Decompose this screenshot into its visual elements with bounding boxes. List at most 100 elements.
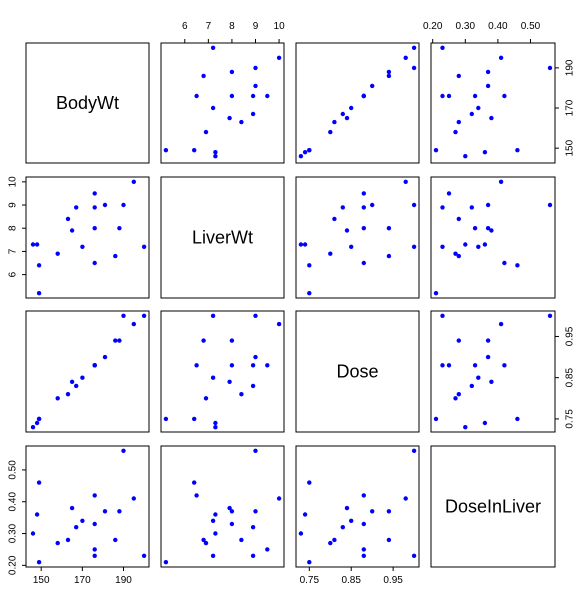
point-15 [476,245,480,249]
point-13 [434,291,438,295]
panel-frame [296,177,419,298]
point-16 [201,538,205,542]
panel-LiverWt-vs-DoseInLiver [431,177,555,298]
point-7 [387,509,391,513]
x-axis-Dose: 0.75 0.85 0.95 [300,567,404,586]
panel-BodyWt-vs-LiverWt [161,43,284,163]
point-14 [66,217,70,221]
point-3 [121,449,125,453]
point-16 [113,254,117,258]
point-18 [103,355,107,359]
panel-LiverWt-vs-Dose [296,177,419,298]
point-15 [211,106,215,110]
panel-frame [26,446,149,567]
point-11 [328,541,332,545]
point-12 [483,421,487,425]
point-19 [515,148,519,152]
point-14 [239,120,243,124]
panel-frame [161,43,284,163]
point-11 [204,396,208,400]
point-3 [253,314,257,318]
point-2 [447,191,451,195]
point-12 [483,242,487,246]
point-8 [404,56,408,60]
point-19 [192,148,196,152]
diagonal-label-LiverWt: LiverWt [192,228,253,248]
point-14 [239,538,243,542]
point-8 [132,322,136,326]
y-axis-BodyWt: 150 170 190 [555,59,576,156]
point-2 [265,363,269,367]
point-11 [328,130,332,134]
diagonal-label-DoseInLiver: DoseInLiver [445,497,541,517]
point-18 [103,509,107,513]
y-axis-DoseInLiver: 0.200.300.400.50 [8,460,27,575]
point-13 [434,148,438,152]
point-16 [387,538,391,542]
y-axis-LiverWt: 678910 [8,176,27,278]
x-tick-label: 0.95 [383,575,403,586]
point-14 [239,392,243,396]
point-6 [341,112,345,116]
point-6 [74,205,78,209]
point-10 [489,380,493,384]
point-4 [251,554,255,558]
point-19 [37,480,41,484]
point-15 [211,519,215,523]
point-18 [370,203,374,207]
point-17 [213,154,217,158]
panel-frame [26,177,149,298]
point-6 [341,205,345,209]
point-10 [345,228,349,232]
point-17 [299,154,303,158]
point-6 [74,384,78,388]
point-9 [362,226,366,230]
point-7 [486,338,490,342]
point-19 [192,480,196,484]
point-4 [251,363,255,367]
point-14 [66,538,70,542]
point-15 [476,106,480,110]
point-1 [194,493,198,497]
y-tick-label: 0.30 [8,523,19,543]
x-tick-label: 7 [206,21,212,32]
diagonal-label-Dose: Dose [336,362,378,382]
point-18 [253,84,257,88]
panel-Dose-vs-DoseInLiver [431,311,555,432]
x-tick-label: 170 [74,575,91,586]
point-16 [387,254,391,258]
point-16 [201,338,205,342]
point-1 [502,363,506,367]
point-17 [463,425,467,429]
point-3 [412,449,416,453]
x-tick-label: 0.50 [521,21,541,32]
point-1 [362,261,366,265]
point-12 [35,421,39,425]
x-tick-label: 0.75 [300,575,320,586]
panel-frame [431,311,555,432]
point-1 [93,261,97,265]
panel-frame [161,311,284,432]
point-5 [440,46,444,50]
point-10 [227,380,231,384]
point-6 [470,384,474,388]
panel-BodyWt-vs-DoseInLiver [431,43,555,163]
point-4 [362,554,366,558]
point-17 [299,242,303,246]
panel-Dose-vs-LiverWt [161,311,284,432]
point-9 [230,363,234,367]
point-6 [251,525,255,529]
point-8 [132,180,136,184]
point-8 [404,180,408,184]
panel-frame [26,311,149,432]
point-14 [66,392,70,396]
y-tick-label: 8 [8,225,19,231]
point-10 [227,506,231,510]
point-12 [303,150,307,154]
point-9 [362,522,366,526]
x-tick-label: 0.85 [341,575,361,586]
x-tick-label: 10 [274,21,286,32]
y-tick-label: 10 [8,176,19,188]
point-13 [434,417,438,421]
panel-BodyWt-vs-Dose [296,43,419,163]
